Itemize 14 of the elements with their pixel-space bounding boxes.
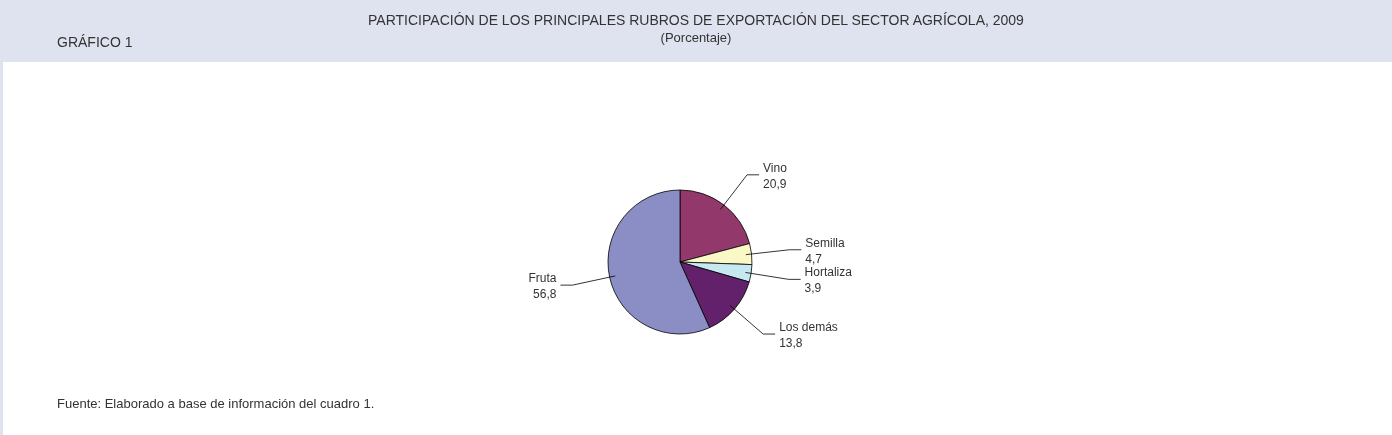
chart-title: PARTICIPACIÓN DE LOS PRINCIPALES RUBROS DE EXPORTACIÓN DEL SECTOR AGRÍCOLA, 2009 [367, 12, 1025, 28]
data-label: 13,8 [779, 336, 803, 351]
slice-label: Vino [763, 160, 788, 175]
slice-label: Hortaliza [804, 265, 853, 280]
data-label: 56,8 [533, 287, 557, 302]
source-note: Fuente: Elaborado a base de información del cuadro 1. [57, 396, 375, 411]
text: GRÁFICO 1 [57, 34, 133, 50]
slice-label: Los demás [779, 320, 838, 335]
data-label: 20,9 [763, 176, 787, 191]
chart-subtitle: (Porcentaje) [660, 30, 732, 45]
data-label: 3,9 [804, 281, 822, 296]
data-label: 4,7 [805, 251, 823, 266]
slice-label: Semilla [805, 235, 845, 250]
slice-label: Fruta [528, 271, 557, 286]
